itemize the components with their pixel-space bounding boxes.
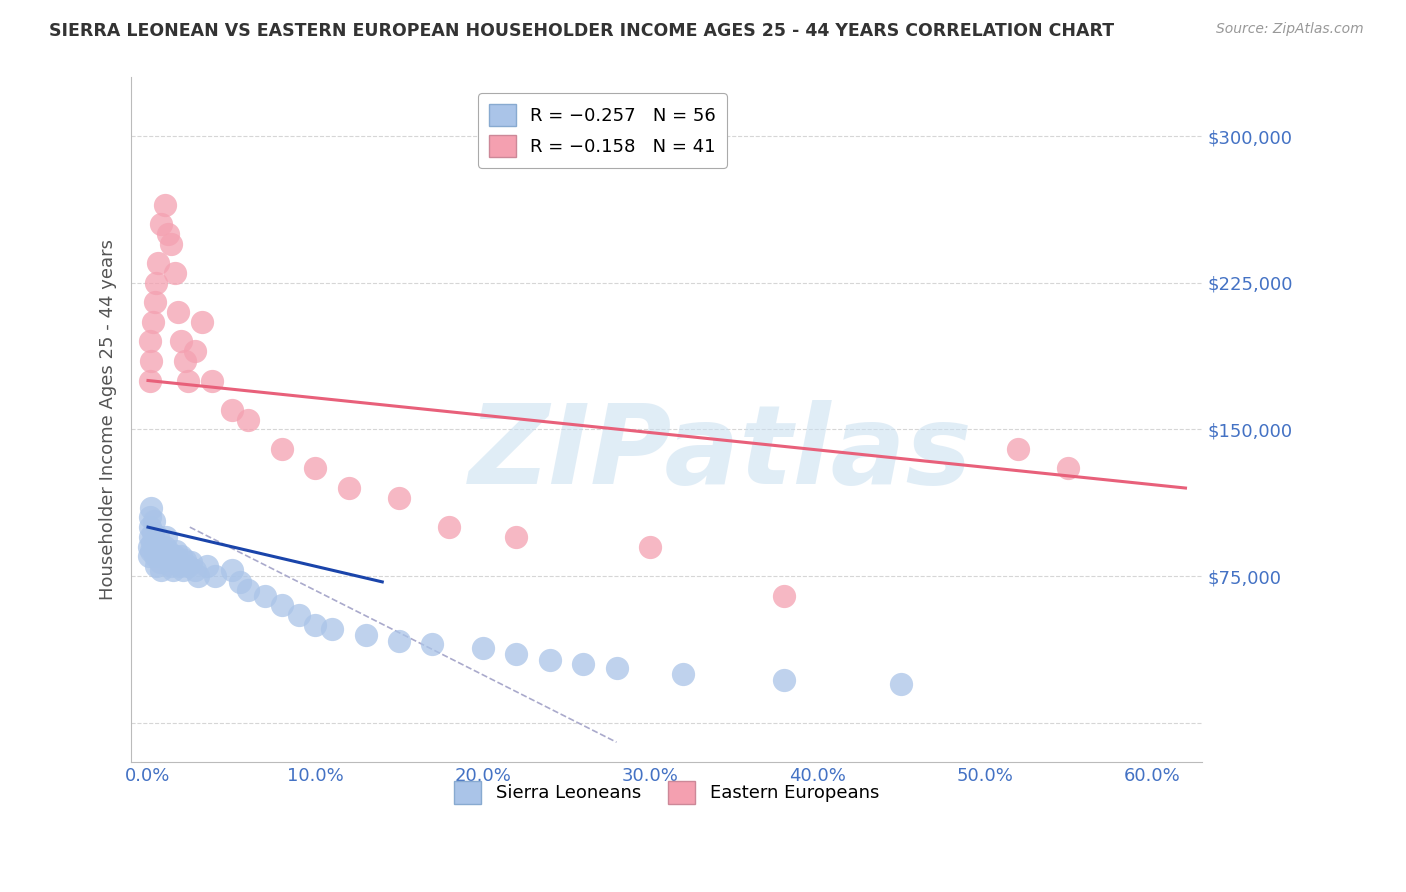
Point (354, 628, 377, 642)
Point (204, 569, 226, 583)
Point (184, 563, 207, 577)
Point (142, 514, 165, 528)
Point (200, 374, 222, 388)
Point (270, 599, 292, 613)
Point (145, 559, 167, 574)
Point (173, 354, 195, 368)
Point (221, 402, 243, 417)
Point (139, 530, 162, 544)
Point (141, 354, 163, 368)
Point (190, 315, 212, 329)
Point (177, 559, 200, 574)
Point (606, 661, 628, 675)
Point (142, 315, 165, 329)
Point (159, 553, 181, 567)
Point (173, 553, 195, 567)
Point (1007, 442, 1029, 456)
Point (229, 574, 252, 589)
Point (177, 374, 200, 388)
Point (146, 543, 169, 558)
Point (172, 563, 194, 577)
Point (170, 334, 193, 349)
Point (160, 236, 183, 251)
Point (254, 589, 277, 603)
Point (184, 344, 207, 359)
Point (638, 540, 661, 554)
Point (143, 295, 166, 310)
Point (149, 555, 172, 569)
Point (287, 608, 309, 623)
Point (187, 569, 209, 583)
Point (304, 461, 326, 475)
Point (304, 618, 326, 632)
Point (167, 555, 190, 569)
Point (160, 559, 183, 574)
Point (270, 442, 292, 456)
Point (153, 197, 176, 211)
Point (142, 526, 165, 541)
Point (146, 530, 169, 544)
Text: SIERRA LEONEAN VS EASTERN EUROPEAN HOUSEHOLDER INCOME AGES 25 - 44 YEARS CORRELA: SIERRA LEONEAN VS EASTERN EUROPEAN HOUSE… (49, 22, 1115, 40)
Point (141, 500, 163, 515)
Point (163, 549, 186, 564)
Point (337, 481, 360, 495)
Point (150, 563, 173, 577)
Point (139, 334, 162, 349)
Point (170, 549, 193, 564)
Point (141, 536, 163, 550)
Point (180, 555, 202, 569)
Point (153, 540, 176, 554)
Point (157, 227, 180, 241)
Point (221, 563, 243, 577)
Point (157, 543, 180, 558)
Point (145, 276, 167, 290)
Point (538, 653, 561, 667)
Point (139, 543, 162, 558)
Point (167, 305, 190, 319)
Point (138, 374, 160, 388)
Point (388, 491, 411, 505)
Point (672, 666, 695, 681)
Point (139, 510, 162, 524)
Point (145, 536, 167, 550)
Point (138, 549, 160, 564)
Point (155, 530, 177, 544)
Point (162, 563, 184, 577)
Point (238, 412, 260, 426)
Point (321, 622, 343, 636)
Point (152, 549, 174, 564)
Point (169, 559, 191, 574)
Point (422, 637, 444, 651)
Point (138, 520, 160, 534)
Point (146, 256, 169, 270)
Point (388, 633, 411, 648)
Point (165, 543, 187, 558)
Point (195, 559, 218, 574)
Point (890, 676, 912, 690)
Point (143, 549, 166, 564)
Point (572, 657, 595, 671)
Point (138, 540, 160, 554)
Point (505, 530, 527, 544)
Point (773, 673, 796, 687)
Point (1057, 461, 1080, 475)
Point (238, 582, 260, 597)
Point (150, 217, 173, 231)
Point (505, 647, 527, 661)
Point (471, 641, 494, 656)
Text: ZIPatlas: ZIPatlas (468, 401, 972, 508)
Point (163, 266, 186, 280)
Legend: Sierra Leoneans, Eastern Europeans: Sierra Leoneans, Eastern Europeans (443, 771, 890, 814)
Point (437, 520, 460, 534)
Y-axis label: Householder Income Ages 25 - 44 years: Householder Income Ages 25 - 44 years (100, 239, 117, 600)
Text: Source: ZipAtlas.com: Source: ZipAtlas.com (1216, 22, 1364, 37)
Point (773, 589, 796, 603)
